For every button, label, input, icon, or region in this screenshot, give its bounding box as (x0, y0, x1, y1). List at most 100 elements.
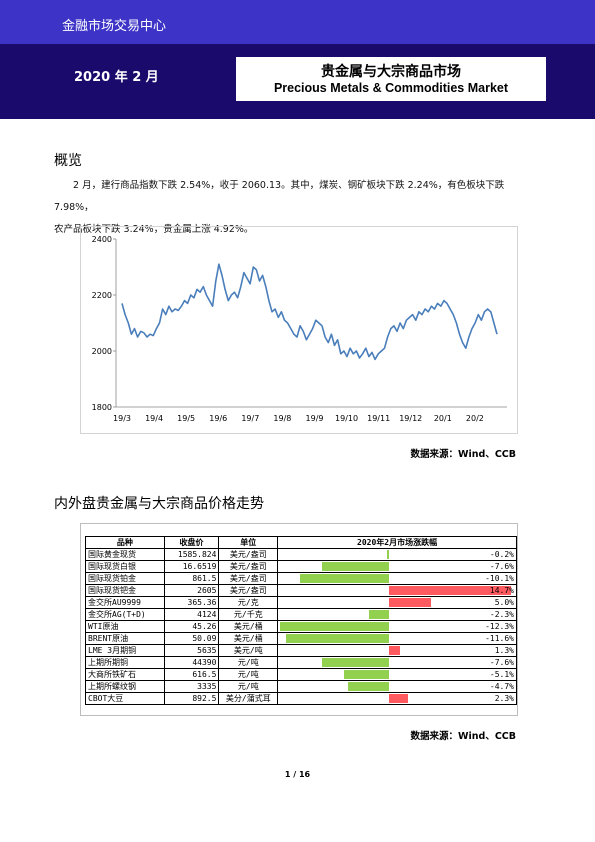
change-bar-cell: -10.1% (277, 572, 517, 585)
close-price: 616.5 (163, 668, 220, 681)
data-source-2: 数据来源：Wind、CCB (410, 731, 516, 742)
title-banner: 2020 年 2 月 贵金属与大宗商品市场 Precious Metals & … (0, 44, 595, 119)
change-bar (387, 550, 390, 559)
change-bar-cell: 14.7% (277, 584, 517, 597)
prices-heading: 内外盘贵金属与大宗商品价格走势 (54, 496, 264, 512)
price-unit: 美元/盎司 (218, 548, 279, 561)
commodity-name: BRENT原油 (85, 632, 165, 645)
change-bar (389, 646, 400, 655)
data-source-1: 数据来源：Wind、CCB (410, 449, 516, 460)
table-row: 金交所AU9999 365.36 元/克 5.0% (85, 596, 517, 609)
change-bar (368, 610, 390, 619)
change-label: 5.0% (494, 598, 514, 607)
close-price: 44390 (163, 656, 220, 669)
close-price: 4124 (163, 608, 220, 621)
overview-text-line2: 农产品板块下跌 3.24%，贵金属上涨 4.92%。 (54, 224, 254, 235)
commodity-name: 国际现货钯金 (85, 584, 165, 597)
table-row: 金交所AG(T+D) 4124 元/千克 -2.3% (85, 608, 517, 621)
commodity-name: CBOT大豆 (85, 692, 165, 705)
close-price: 861.5 (163, 572, 220, 585)
table-row: WTI原油 45.26 美元/桶 -12.3% (85, 620, 517, 633)
change-bar-cell: -2.3% (277, 608, 517, 621)
change-label: -10.1% (485, 574, 514, 583)
table-row: 国际现货钯金 2605 美元/盎司 14.7% (85, 584, 517, 597)
change-bar-cell: -7.6% (277, 560, 517, 573)
change-bar (389, 694, 409, 703)
change-bar (299, 574, 390, 583)
table-row: CBOT大豆 892.5 美分/蒲式耳 2.3% (85, 692, 517, 705)
price-table-body: 国际黄金现货 1585.824 美元/盎司 -0.2% 国际现货白银 16.6519 美元/… (85, 548, 517, 705)
price-unit: 元/吨 (218, 680, 279, 693)
commodity-name: 国际黄金现货 (85, 548, 165, 561)
price-unit: 元/千克 (218, 608, 279, 621)
organization-name: 金融市场交易中心 (62, 19, 167, 34)
change-bar-cell: -4.7% (277, 680, 517, 693)
x-tick-label: 19/8 (273, 414, 291, 423)
x-tick-label: 19/11 (367, 414, 390, 423)
change-label: -0.2% (489, 550, 514, 559)
change-bar (286, 634, 390, 643)
table-row: 国际黄金现货 1585.824 美元/盎司 -0.2% (85, 548, 517, 561)
x-tick-label: 19/12 (399, 414, 422, 423)
price-unit: 元/吨 (218, 668, 279, 681)
x-tick-label: 19/6 (209, 414, 227, 423)
close-price: 892.5 (163, 692, 220, 705)
header-name: 品种 (85, 536, 165, 549)
commodity-name: 金交所AG(T+D) (85, 608, 165, 621)
table-row: 上期所期铜 44390 元/吨 -7.6% (85, 656, 517, 669)
x-tick-label: 19/3 (113, 414, 131, 423)
close-price: 2605 (163, 584, 220, 597)
change-bar (347, 682, 390, 691)
header-unit: 单位 (218, 536, 279, 549)
change-bar (389, 586, 512, 595)
index-chart-frame: 2400 2200 2000 1800 19/3 19/4 19/5 19/6 19/7 19/8… (80, 226, 518, 434)
table-row: 国际现货白银 16.6519 美元/盎司 -7.6% (85, 560, 517, 573)
commodity-name: LME 3月期铜 (85, 644, 165, 657)
x-tick-label: 19/5 (177, 414, 195, 423)
change-label: -4.7% (489, 682, 514, 691)
table-header-row: 品种 收盘价 单位 2020年2月市场涨跌幅 (85, 536, 517, 549)
change-bar-cell: 1.3% (277, 644, 517, 657)
change-label: -5.1% (489, 670, 514, 679)
change-bar-cell: -5.1% (277, 668, 517, 681)
change-bar-cell: -12.3% (277, 620, 517, 633)
table-row: 上期所螺纹钢 3335 元/吨 -4.7% (85, 680, 517, 693)
change-label: 1.3% (494, 646, 514, 655)
change-bar (321, 562, 390, 571)
header-price: 收盘价 (163, 536, 220, 549)
change-bar (280, 622, 390, 631)
y-tick-label: 2200 (92, 291, 112, 300)
y-tick-label: 2400 (92, 235, 112, 244)
price-table-frame: 品种 收盘价 单位 2020年2月市场涨跌幅 国际黄金现货 1585.824 美元/… (80, 523, 518, 716)
close-price: 365.36 (163, 596, 220, 609)
change-bar (389, 598, 431, 607)
x-tick-label: 19/4 (145, 414, 163, 423)
table-row: BRENT原油 50.09 美元/桶 -11.6% (85, 632, 517, 645)
change-label: 14.7% (489, 586, 514, 595)
commodity-name: 国际现货铂金 (85, 572, 165, 585)
commodity-name: 上期所期铜 (85, 656, 165, 669)
table-row: LME 3月期铜 5635 美元/吨 1.3% (85, 644, 517, 657)
close-price: 5635 (163, 644, 220, 657)
price-unit: 美元/盎司 (218, 584, 279, 597)
index-series-line (121, 263, 498, 361)
close-price: 45.26 (163, 620, 220, 633)
report-title-zh: 贵金属与大宗商品市场 (321, 64, 461, 80)
change-label: -7.6% (489, 658, 514, 667)
close-price: 50.09 (163, 632, 220, 645)
change-bar-cell: 5.0% (277, 596, 517, 609)
commodity-name: 上期所螺纹钢 (85, 680, 165, 693)
page-number: 1 / 16 (284, 770, 311, 779)
close-price: 1585.824 (163, 548, 220, 561)
report-date: 2020 年 2 月 (74, 70, 159, 85)
top-banner: 金融市场交易中心 (0, 0, 595, 44)
overview-heading: 概览 (54, 153, 82, 169)
change-label: -2.3% (489, 610, 514, 619)
table-row: 国际现货铂金 861.5 美元/盎司 -10.1% (85, 572, 517, 585)
change-bar-cell: 2.3% (277, 692, 517, 705)
change-label: 2.3% (494, 694, 514, 703)
commodity-name: 大商所铁矿石 (85, 668, 165, 681)
price-unit: 美元/盎司 (218, 572, 279, 585)
change-bar-cell: -11.6% (277, 632, 517, 645)
header-change: 2020年2月市场涨跌幅 (277, 536, 517, 549)
